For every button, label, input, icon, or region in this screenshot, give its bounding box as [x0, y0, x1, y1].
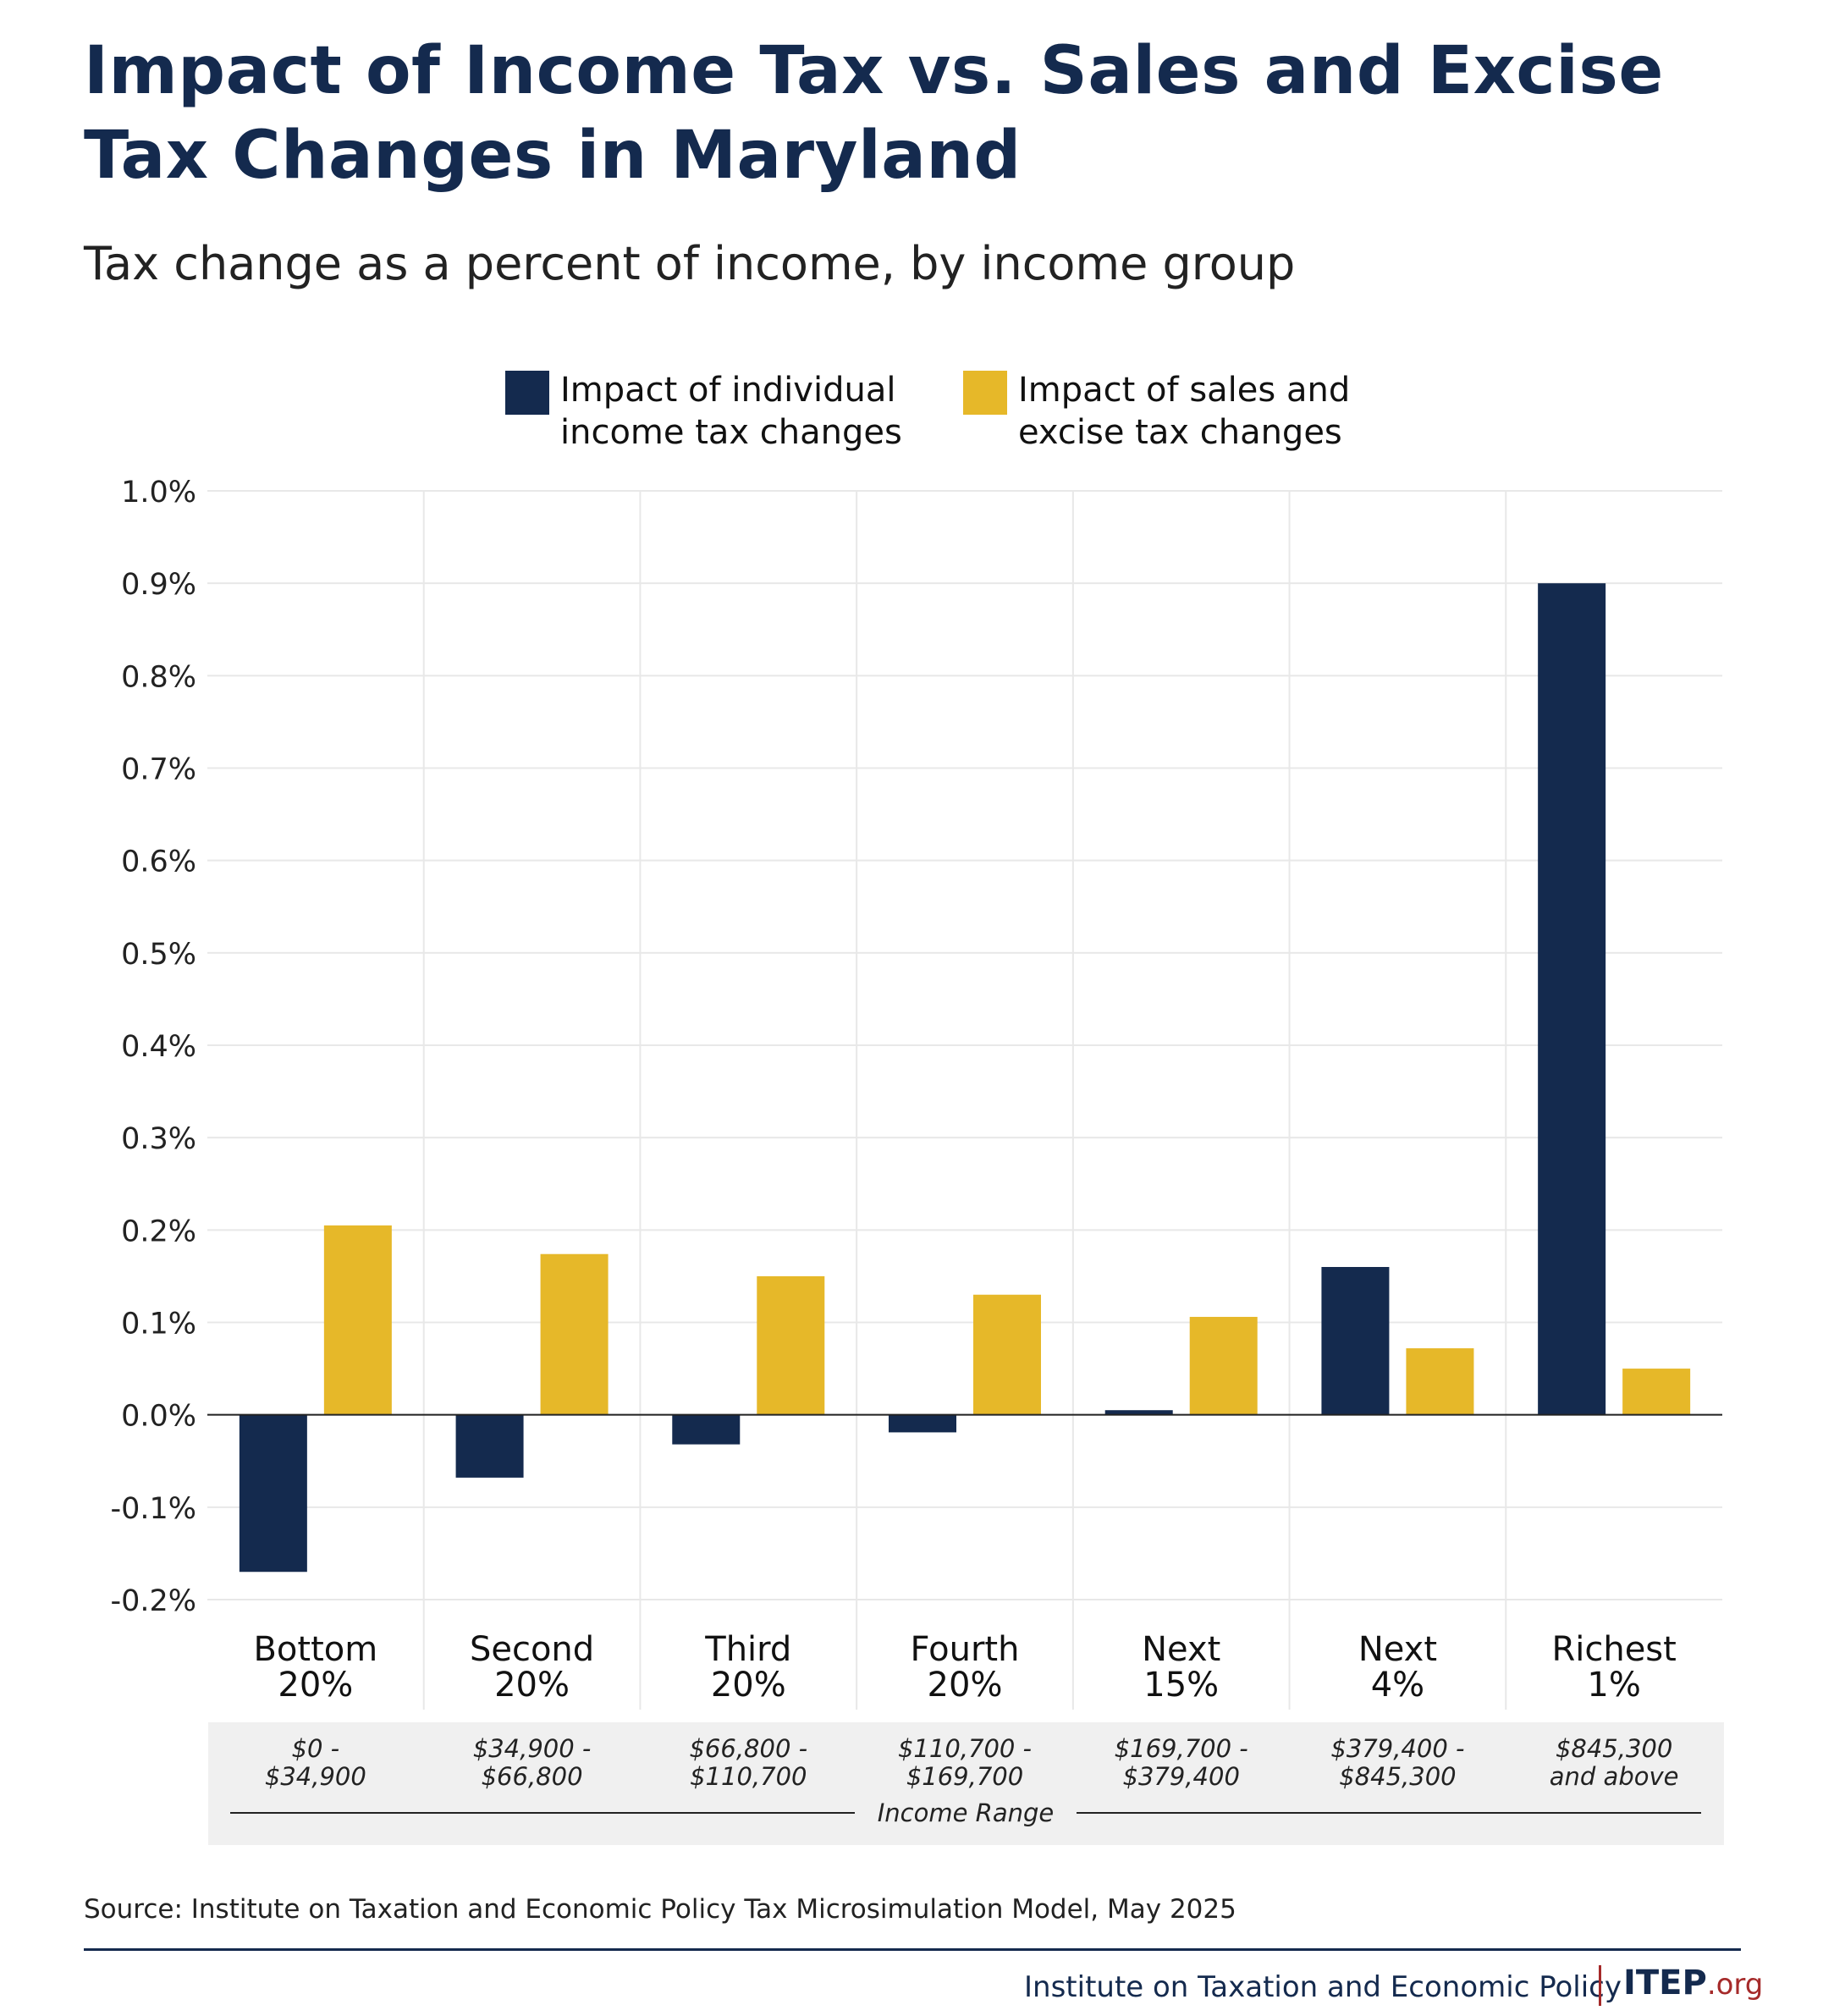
income-tax-bar	[1538, 583, 1606, 1415]
category-label: Fourth 20%	[911, 1630, 1020, 1705]
income-range-label: $34,900 -$66,800	[473, 1734, 592, 1791]
income-tax-bar	[889, 1414, 956, 1433]
income-range-label: $379,400 -$845,300	[1330, 1734, 1464, 1791]
y-tick-label: 0.8%	[121, 660, 196, 694]
sales-tax-bar	[973, 1294, 1041, 1415]
income-tax-bar	[672, 1414, 741, 1445]
y-tick-label: 0.4%	[121, 1030, 196, 1064]
sales-tax-bar	[1189, 1316, 1258, 1415]
income-tax-bar	[239, 1414, 307, 1573]
chart-title: Impact of Income Tax vs. Sales and Excis…	[84, 33, 1664, 194]
y-tick-label: 1.0%	[121, 476, 196, 510]
sales-tax-bar	[1406, 1348, 1474, 1415]
income-range-caption: Income Range	[878, 1798, 1054, 1827]
bar-chart: -0.2% -0.1% 0.0% 0.1% 0.2% 0.3% 0.4% 0.5% 0.6% 0.…	[110, 476, 1724, 1845]
itep-logo: ITEP.org	[1623, 1964, 1763, 2002]
income-range-label: $845,300 and above	[1550, 1734, 1679, 1791]
sales-tax-bar	[323, 1225, 392, 1415]
y-tick-label: 0.6%	[121, 846, 196, 879]
y-tick-label: 0.9%	[121, 568, 196, 602]
sales-tax-bar	[540, 1253, 609, 1415]
legend-swatch-sales	[963, 371, 1007, 415]
income-tax-bar	[455, 1414, 524, 1478]
chart-subtitle: Tax change as a percent of income, by in…	[84, 237, 1296, 290]
category-label: Next 4%	[1358, 1630, 1437, 1705]
y-tick-label: 0.7%	[121, 753, 196, 787]
itep-logo-suffix: .org	[1706, 1968, 1764, 2002]
category-label: Richest 1%	[1551, 1630, 1676, 1705]
source-note: Source: Institute on Taxation and Econom…	[84, 1894, 1236, 1925]
income-range-label: $169,700 -$379,400	[1115, 1734, 1248, 1791]
itep-logo-main: ITEP	[1623, 1964, 1707, 2002]
legend-label-sales: Impact of sales and excise tax changes	[1018, 371, 1351, 452]
y-tick-label: 0.2%	[121, 1215, 196, 1248]
footer-org-name: Institute on Taxation and Economic Polic…	[1024, 1970, 1622, 2004]
legend-label-income: Impact of individual income tax changes	[560, 371, 902, 452]
income-tax-bar	[1321, 1267, 1390, 1415]
sales-tax-bar	[1622, 1369, 1691, 1415]
y-tick-label: 0.3%	[121, 1122, 196, 1156]
income-range-band	[208, 1722, 1724, 1845]
sales-tax-bar	[757, 1275, 825, 1415]
income-range-label: $110,700 -$169,700	[898, 1734, 1032, 1791]
y-tick-label: 0.1%	[121, 1308, 196, 1341]
legend-swatch-income	[505, 371, 549, 415]
income-tax-bar	[1104, 1410, 1173, 1415]
y-tick-label: -0.1%	[110, 1492, 196, 1526]
category-label: Bottom 20%	[253, 1630, 377, 1705]
income-range-label: $0 -$34,900	[265, 1734, 366, 1791]
y-tick-label: -0.2%	[110, 1584, 196, 1618]
category-label: Next 15%	[1142, 1630, 1220, 1705]
y-tick-label: 0.0%	[121, 1400, 196, 1434]
category-label: Third 20%	[704, 1630, 791, 1705]
y-tick-label: 0.5%	[121, 938, 196, 972]
income-range-label: $66,800 -$110,700	[689, 1734, 807, 1791]
footer-separator	[1599, 1965, 1601, 2006]
category-label: Second 20%	[470, 1630, 594, 1705]
footer-divider	[84, 1948, 1741, 1951]
